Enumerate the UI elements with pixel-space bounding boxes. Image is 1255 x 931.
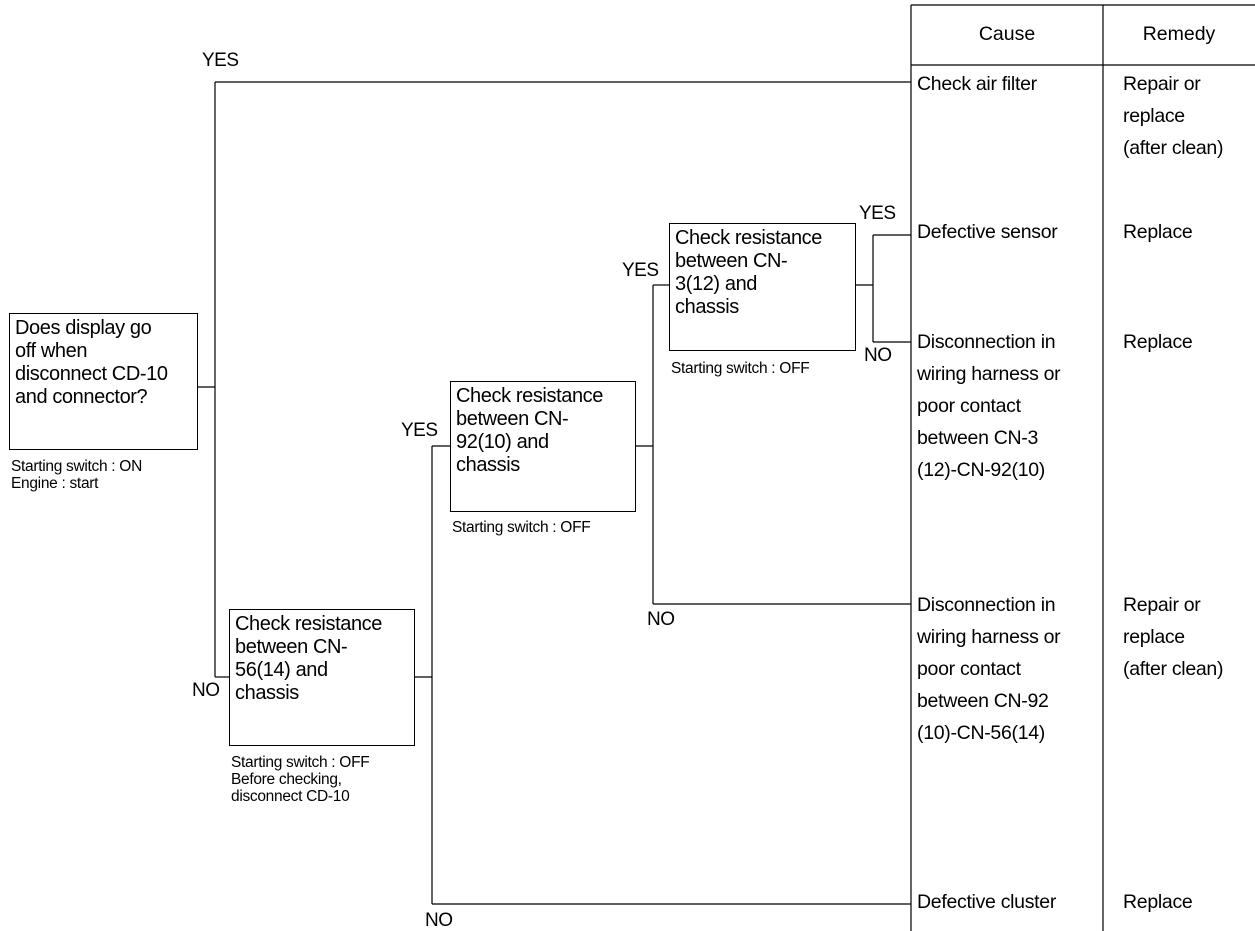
cell-line: between CN-3	[917, 427, 1039, 449]
decision-box-cn92: Check resistance between CN- 92(10) and …	[450, 381, 636, 512]
no-label-cluster: NO	[425, 910, 453, 931]
box-line: chassis	[235, 682, 299, 704]
cell-line: (after clean)	[1123, 137, 1224, 159]
remedy-cell-harness-cn92: Repair or replace (after clean)	[1123, 589, 1223, 685]
note-line: Starting switch : OFF	[231, 754, 370, 771]
box-line: off when	[15, 340, 88, 362]
box-line: between CN-	[235, 636, 348, 658]
cause-cell-sensor: Defective sensor	[917, 216, 1058, 248]
note-line: Starting switch : OFF	[671, 360, 810, 377]
cell-line: Disconnection in	[917, 594, 1056, 616]
box-line: Check resistance	[675, 227, 822, 249]
decision-box-cn3: Check resistance between CN- 3(12) and c…	[669, 223, 856, 351]
box-line: Check resistance	[235, 613, 382, 635]
cell-line: Replace	[1123, 891, 1193, 913]
decision-box-display: Does display go off when disconnect CD-1…	[9, 313, 198, 450]
cell-line: replace	[1123, 105, 1185, 127]
cell-line: poor contact	[917, 658, 1021, 680]
yes-label-cn92: YES	[401, 420, 438, 441]
cause-cell-harness-cn3: Disconnection in wiring harness or poor …	[917, 326, 1061, 486]
cause-cell-cluster: Defective cluster	[917, 886, 1056, 918]
cell-line: wiring harness or	[917, 363, 1061, 385]
yes-label-cn3: YES	[622, 260, 659, 281]
box-line: 92(10) and	[456, 431, 549, 453]
box-line: 3(12) and	[675, 273, 758, 295]
cause-cell-air-filter: Check air filter	[917, 68, 1037, 100]
no-label-harness-3: NO	[864, 345, 892, 366]
no-label-harness-92: NO	[647, 609, 675, 630]
cell-line: between CN-92	[917, 690, 1049, 712]
cell-line: Repair or	[1123, 594, 1201, 616]
remedy-column-header: Remedy	[1142, 23, 1216, 45]
remedy-cell-harness-cn3: Replace	[1123, 326, 1193, 358]
box-line: chassis	[456, 454, 520, 476]
cell-line: Repair or	[1123, 73, 1201, 95]
note-cn92: Starting switch : OFF	[452, 519, 591, 536]
yes-label-sensor: YES	[859, 203, 896, 224]
decision-box-cn56: Check resistance between CN- 56(14) and …	[229, 609, 415, 746]
box-line: disconnect CD-10	[15, 363, 168, 385]
box-line: between CN-	[675, 250, 788, 272]
remedy-cell-air-filter: Repair or replace (after clean)	[1123, 68, 1223, 164]
note-line: disconnect CD-10	[231, 788, 350, 805]
note-line: Before checking,	[231, 771, 342, 788]
remedy-cell-cluster: Replace	[1123, 886, 1193, 918]
cell-line: Defective sensor	[917, 221, 1058, 243]
cell-line: (10)-CN-56(14)	[917, 722, 1045, 744]
remedy-cell-sensor: Replace	[1123, 216, 1193, 248]
yes-label-air-filter: YES	[202, 50, 239, 71]
cell-line: (12)-CN-92(10)	[917, 459, 1045, 481]
note-cn56: Starting switch : OFF Before checking, d…	[231, 754, 370, 805]
cause-cell-harness-cn92: Disconnection in wiring harness or poor …	[917, 589, 1061, 749]
cause-column-header: Cause	[978, 23, 1036, 45]
note-line: Starting switch : OFF	[452, 519, 591, 536]
cell-line: Check air filter	[917, 73, 1037, 95]
box-line: between CN-	[456, 408, 569, 430]
note-cn3: Starting switch : OFF	[671, 360, 810, 377]
cell-line: Disconnection in	[917, 331, 1056, 353]
box-line: and connector?	[15, 386, 148, 408]
cell-line: Replace	[1123, 331, 1193, 353]
note-display: Starting switch : ON Engine : start	[11, 458, 142, 492]
cell-line: wiring harness or	[917, 626, 1061, 648]
box-line: 56(14) and	[235, 659, 328, 681]
box-line: Does display go	[15, 317, 152, 339]
cell-line: replace	[1123, 626, 1185, 648]
cell-line: Replace	[1123, 221, 1193, 243]
box-line: Check resistance	[456, 385, 603, 407]
cell-line: Defective cluster	[917, 891, 1057, 913]
cell-line: poor contact	[917, 395, 1021, 417]
note-line: Starting switch : ON	[11, 458, 142, 475]
cell-line: (after clean)	[1123, 658, 1224, 680]
box-line: chassis	[675, 296, 739, 318]
note-line: Engine : start	[11, 475, 99, 492]
no-label-cn56: NO	[192, 680, 220, 701]
